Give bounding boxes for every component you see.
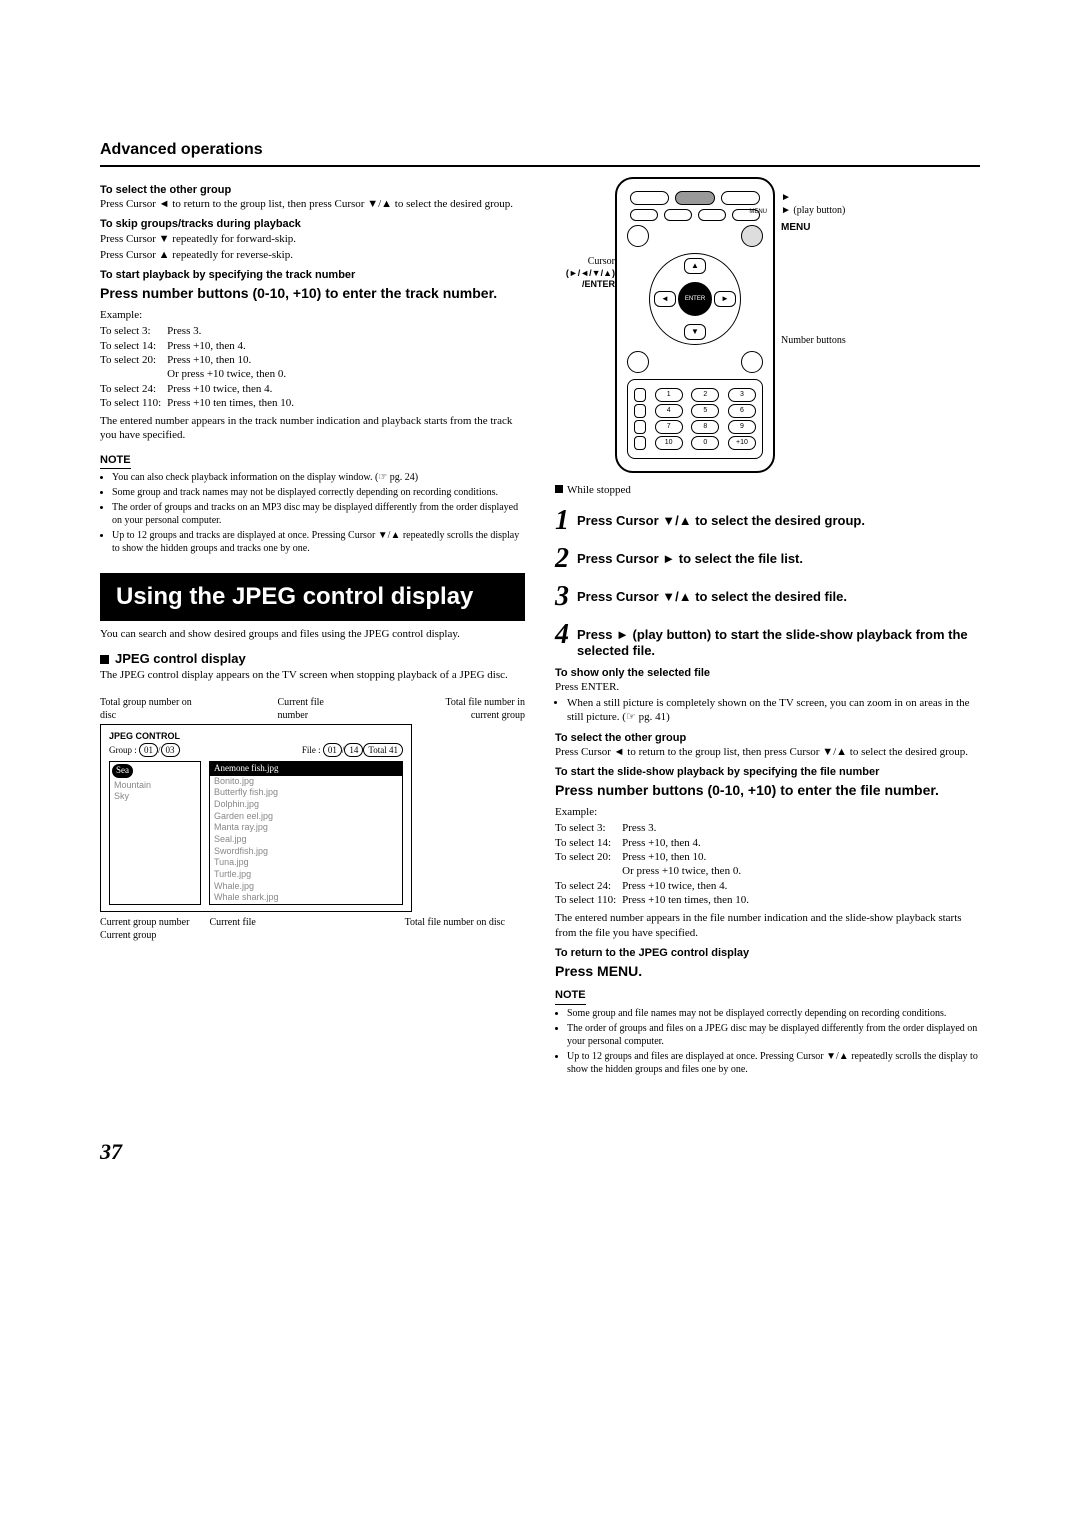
press-number-file: Press number buttons (0-10, +10) to ente… [555,782,980,800]
step-1: 1Press Cursor ▼/▲ to select the desired … [555,507,980,535]
note-label-left: NOTE [100,453,131,469]
jpeg-subhead: JPEG control display [100,651,525,668]
jpeg-panel: JPEG CONTROL Group : 01/03 File : 01/14T… [100,724,412,912]
select-other-group-body-r: Press Cursor ◄ to return to the group li… [555,745,980,759]
start-slide-title: To start the slide-show playback by spec… [555,765,980,779]
step-4: 4Press ► (play button) to start the slid… [555,621,980,660]
dpad: ▲ ▼ ◄ ► ENTER [649,253,741,345]
select-other-group-title-r: To select the other group [555,731,980,745]
jpeg-diagram: Total group number on disc Current file … [100,696,525,942]
page-number: 37 [100,1138,980,1167]
skip-line-2: Press Cursor ▲ repeatedly for reverse-sk… [100,248,525,262]
jpeg-control-heading: Using the JPEG control display [100,573,525,621]
jpeg-para: You can search and show desired groups a… [100,627,525,641]
return-title: To return to the JPEG control display [555,946,980,960]
note-list-right: Some group and file names may not be dis… [555,1007,980,1076]
press-menu: Press MENU. [555,962,980,980]
cursor-label: Cursor (►/◄/▼/▲)/ENTER [555,177,615,291]
number-pad: 123 456 789 100+10 [627,379,763,459]
example-table-left: To select 3:Press 3. To select 14:Press … [100,324,300,410]
jpeg-files-list: Anemone fish.jpg Bonito.jpg Butterfly fi… [209,761,403,905]
show-only-title: To show only the selected file [555,666,980,680]
while-stopped: While stopped [555,483,980,497]
entered-track-text: The entered number appears in the track … [100,414,525,443]
jpeg-sub-para: The JPEG control display appears on the … [100,668,525,682]
select-other-group-title: To select the other group [100,183,525,197]
note-list-left: You can also check playback information … [100,471,525,555]
press-number-track: Press number buttons (0-10, +10) to ente… [100,285,525,303]
left-column: To select the other group Press Cursor ◄… [100,177,525,1078]
skip-title: To skip groups/tracks during playback [100,217,525,231]
right-column: Cursor (►/◄/▼/▲)/ENTER MENU ▲ ▼ ◄ ► ENTE… [555,177,980,1078]
entered-file-text: The entered number appears in the file n… [555,911,980,940]
skip-line-1: Press Cursor ▼ repeatedly for forward-sk… [100,232,525,246]
example-table-right: To select 3:Press 3. To select 14:Press … [555,821,755,907]
section-heading: Advanced operations [100,140,980,167]
remote-diagram: Cursor (►/◄/▼/▲)/ENTER MENU ▲ ▼ ◄ ► ENTE… [555,177,980,473]
step-2: 2Press Cursor ► to select the file list. [555,545,980,573]
jpeg-groups-list: Sea Mountain Sky [109,761,201,905]
show-only-body2: When a still picture is completely shown… [567,696,980,725]
example-label-left: Example: [100,308,525,322]
start-track-title: To start playback by specifying the trac… [100,268,525,282]
example-label-right: Example: [555,805,980,819]
step-3: 3Press Cursor ▼/▲ to select the desired … [555,583,980,611]
show-only-body1: Press ENTER. [555,680,980,694]
note-label-right: NOTE [555,988,586,1004]
select-other-group-body: Press Cursor ◄ to return to the group li… [100,197,525,211]
